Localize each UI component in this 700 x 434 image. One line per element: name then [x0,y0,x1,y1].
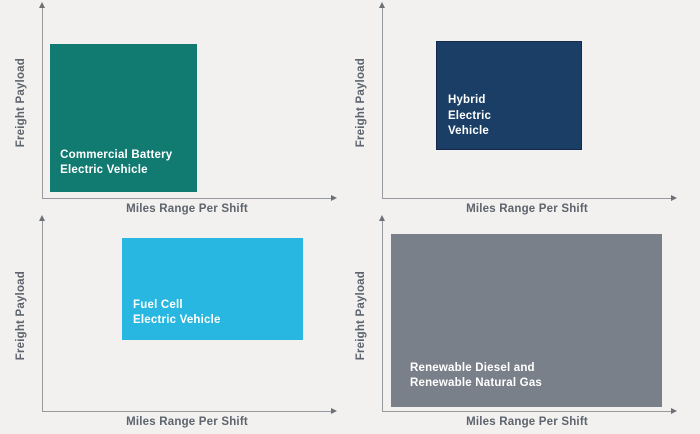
y-axis-label-wrap: Freight Payload [350,8,372,198]
vehicle-area-renewable-diesel-and-natural-gas: Renewable Diesel and Renewable Natural G… [390,233,663,407]
vehicle-area-label: Commercial Battery Electric Vehicle [60,148,173,177]
x-axis [42,411,332,412]
x-axis-label: Miles Range Per Shift [466,203,588,215]
y-axis-label: Freight Payload [15,58,27,148]
y-axis-arrow-icon [39,215,45,221]
chart-panel-commercial-battery-electric-vehicle: Freight Payload Miles Range Per Shift Co… [0,0,350,217]
x-axis [42,198,332,199]
chart-panel-renewable-diesel-and-natural-gas: Freight Payload Miles Range Per Shift Re… [350,215,700,434]
vehicle-area-label: Fuel Cell Electric Vehicle [133,298,221,327]
y-axis [382,8,383,199]
y-axis-label: Freight Payload [355,58,367,148]
x-axis-arrow-icon [671,408,677,414]
x-axis [382,411,672,412]
y-axis [42,8,43,199]
y-axis [382,221,383,412]
y-axis-label-wrap: Freight Payload [10,221,32,411]
x-axis-label: Miles Range Per Shift [126,203,248,215]
vehicle-area-fuel-cell-electric-vehicle: Fuel Cell Electric Vehicle [122,237,303,340]
y-axis-label-wrap: Freight Payload [10,8,32,198]
x-axis-label: Miles Range Per Shift [466,416,588,428]
vehicle-area-label: Hybrid Electric Vehicle [447,94,492,138]
y-axis-arrow-icon [379,2,385,8]
chart-panel-fuel-cell-electric-vehicle: Freight Payload Miles Range Per Shift Fu… [0,215,350,434]
chart-panel-hybrid-electric-vehicle: Freight Payload Miles Range Per Shift Hy… [350,0,700,217]
vehicle-area-commercial-battery-electric-vehicle: Commercial Battery Electric Vehicle [50,44,197,192]
y-axis [42,221,43,412]
x-axis-label: Miles Range Per Shift [126,416,248,428]
y-axis-label-wrap: Freight Payload [350,221,372,411]
y-axis-label: Freight Payload [355,271,367,361]
vehicle-area-label: Renewable Diesel and Renewable Natural G… [409,361,543,390]
x-axis-arrow-icon [671,195,677,201]
x-axis-arrow-icon [331,195,337,201]
y-axis-arrow-icon [39,2,45,8]
y-axis-arrow-icon [379,215,385,221]
x-axis-arrow-icon [331,408,337,414]
y-axis-label: Freight Payload [15,271,27,361]
vehicle-area-hybrid-electric-vehicle: Hybrid Electric Vehicle [435,41,583,150]
x-axis [382,198,672,199]
